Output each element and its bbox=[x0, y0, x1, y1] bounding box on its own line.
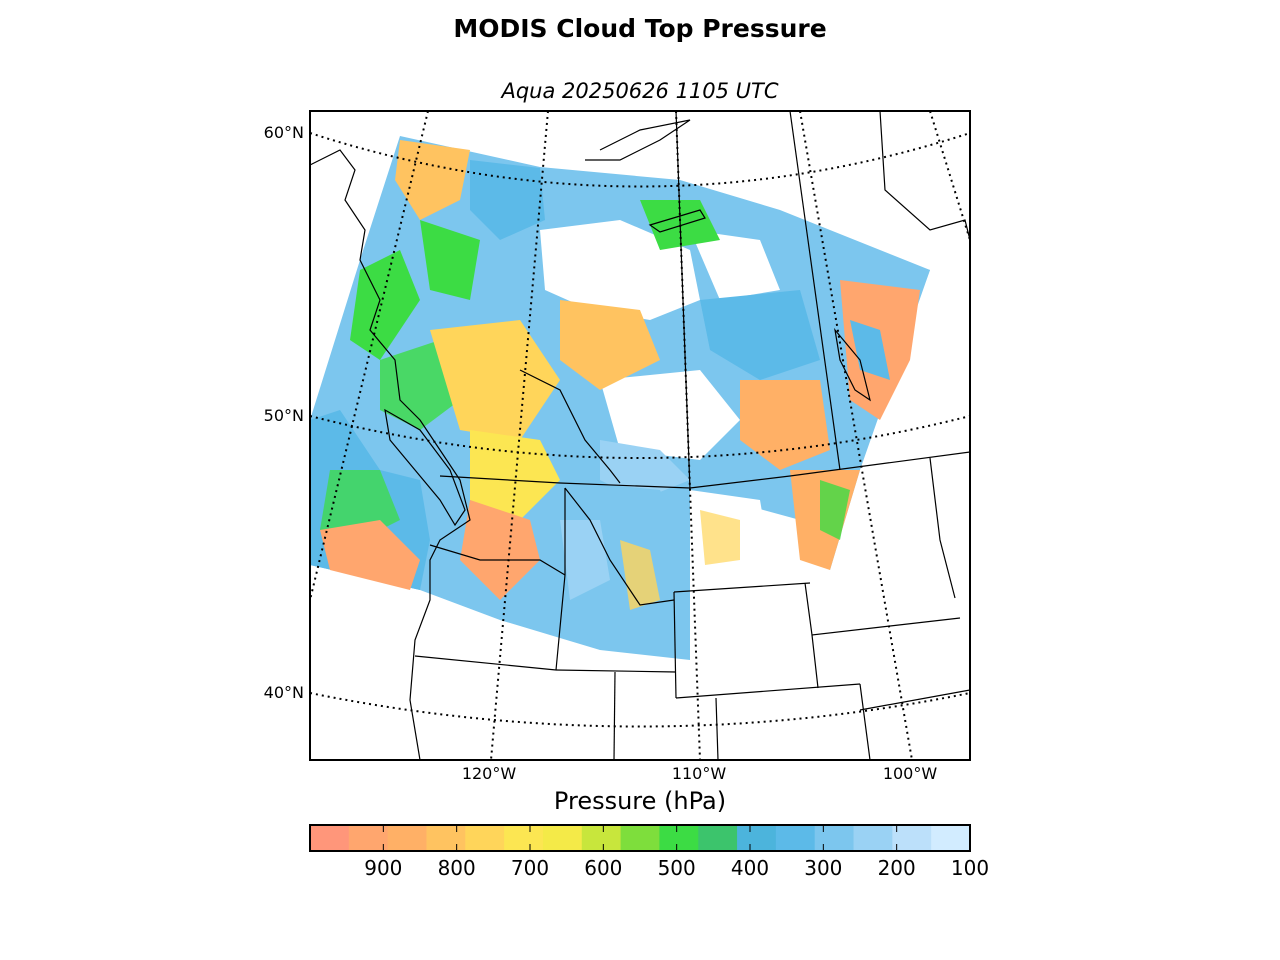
north-dakota-east bbox=[929, 457, 956, 599]
meridian-100w bbox=[799, 111, 913, 760]
lat-label-40n: 40°N bbox=[263, 683, 304, 702]
cloud-patch bbox=[850, 320, 890, 380]
cloud-patch bbox=[700, 510, 740, 565]
colorbar-tick-label: 500 bbox=[657, 856, 696, 880]
great-slave-lake bbox=[585, 119, 691, 161]
cloud-patch bbox=[820, 480, 850, 540]
meridian-east bbox=[929, 111, 970, 241]
nebraska-south bbox=[811, 634, 970, 760]
colorbar-tick-label: 100 bbox=[950, 856, 990, 880]
cloud-patch bbox=[430, 320, 560, 440]
vancouver-island bbox=[384, 408, 466, 527]
cloud-patch bbox=[420, 220, 480, 300]
oregon-nevada bbox=[414, 655, 557, 671]
chart-title: MODIS Cloud Top Pressure bbox=[453, 14, 827, 43]
idaho-montana bbox=[564, 487, 675, 606]
boundaries bbox=[310, 111, 970, 760]
data-swath bbox=[310, 136, 930, 660]
pacific-coastline bbox=[310, 149, 471, 760]
nevada-east bbox=[613, 671, 616, 760]
washington-oregon bbox=[429, 544, 566, 576]
cloud-patch bbox=[620, 540, 660, 610]
cloud-patch bbox=[320, 520, 420, 590]
colorbar-tick-label: 200 bbox=[877, 856, 916, 880]
lon-label-120w: 120°W bbox=[461, 764, 517, 783]
utah-colorado bbox=[715, 697, 719, 760]
meridian-120w bbox=[310, 111, 549, 760]
cloud-patch bbox=[460, 500, 540, 600]
map-frame bbox=[309, 110, 971, 761]
bc-alberta-border bbox=[519, 369, 621, 484]
clear-sky bbox=[690, 230, 780, 300]
cloud-patch bbox=[470, 160, 545, 240]
cloud-patch bbox=[395, 140, 470, 220]
colorbar-tick-label: 700 bbox=[510, 856, 550, 880]
montana-wyoming bbox=[673, 582, 811, 593]
idaho-west bbox=[555, 488, 566, 671]
colorbar-tick-label: 600 bbox=[584, 856, 623, 880]
cloud-patch bbox=[470, 430, 560, 520]
colorbar-tick-label: 900 bbox=[364, 856, 403, 880]
cloud-patch bbox=[560, 300, 660, 390]
lat-label-60n: 60°N bbox=[263, 123, 304, 142]
nevada-utah bbox=[555, 669, 677, 673]
cloud-patch bbox=[560, 520, 610, 600]
lake-athabasca bbox=[648, 209, 706, 233]
lat-label-50n: 50°N bbox=[263, 406, 304, 425]
cloud-patch bbox=[700, 290, 820, 380]
wyoming-south bbox=[675, 683, 861, 699]
clear-sky bbox=[600, 370, 740, 460]
sask-manitoba-border bbox=[789, 111, 841, 471]
lon-label-110w: 110°W bbox=[671, 764, 727, 783]
wyoming-west bbox=[673, 591, 677, 699]
colorbar-tick-label: 400 bbox=[730, 856, 770, 880]
parallel-40n bbox=[310, 692, 970, 728]
lon-label-100w: 100°W bbox=[882, 764, 938, 783]
hudson-bay-coast bbox=[879, 111, 970, 241]
parallel-60n bbox=[310, 132, 970, 188]
colorbar-title: Pressure (hPa) bbox=[553, 787, 727, 815]
lake-winnipeg bbox=[834, 327, 871, 402]
cloud-patch bbox=[740, 380, 830, 470]
chart-subtitle: Aqua 20250626 1105 UTC bbox=[501, 79, 779, 103]
cloud-patch bbox=[350, 250, 420, 360]
colorbar-tick-label: 800 bbox=[437, 856, 476, 880]
parallel-50n bbox=[310, 415, 970, 459]
alberta-sask-border bbox=[675, 111, 691, 491]
colorbar-tick-label: 300 bbox=[804, 856, 843, 880]
